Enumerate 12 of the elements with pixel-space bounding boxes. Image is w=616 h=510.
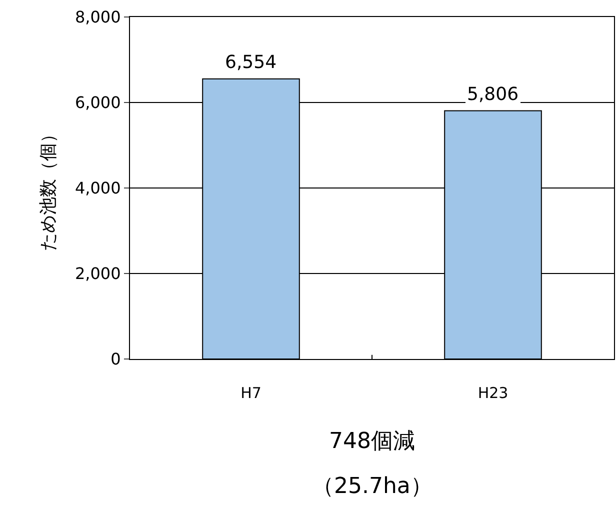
y-axis-title: ため池数（個） bbox=[38, 125, 60, 251]
y-tick-label: 6,000 bbox=[74, 93, 121, 112]
x-tick-label: H23 bbox=[478, 384, 508, 402]
x-tick-label: H7 bbox=[240, 384, 262, 402]
y-tick-label: 0 bbox=[110, 350, 121, 369]
text: （25.7ha） bbox=[312, 474, 432, 499]
text: 748個減 bbox=[329, 429, 415, 454]
y-tick-label: 2,000 bbox=[74, 264, 121, 284]
y-tick-label: 4,000 bbox=[74, 178, 121, 198]
data-label: 5,806 bbox=[467, 84, 519, 105]
y-tick-label: 8,000 bbox=[74, 8, 121, 27]
data-label: 6,554 bbox=[225, 52, 277, 73]
